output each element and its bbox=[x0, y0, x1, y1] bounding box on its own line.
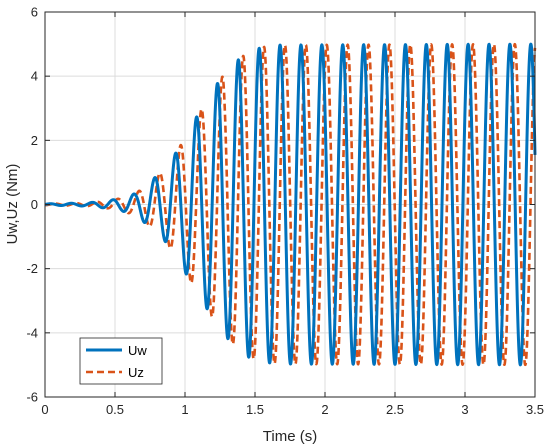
x-tick-label: 2.5 bbox=[386, 402, 404, 417]
y-tick-label: -4 bbox=[26, 325, 38, 340]
legend-label-uz: Uz bbox=[128, 365, 144, 380]
legend-box bbox=[79, 337, 163, 385]
x-axis-label: Time (s) bbox=[263, 428, 317, 445]
axis-ticks: 0 0.5 1 1.5 2 2.5 3 3.5 -6 -4 -2 0 2 4 6 bbox=[26, 5, 544, 418]
legend: Uw Uz bbox=[79, 337, 163, 385]
x-tick-label: 0.5 bbox=[106, 402, 124, 417]
x-tick-label: 2 bbox=[321, 402, 328, 417]
x-tick-label: 1.5 bbox=[246, 402, 264, 417]
y-tick-label: -6 bbox=[26, 390, 38, 405]
y-tick-label: 2 bbox=[31, 133, 38, 148]
y-tick-label: 4 bbox=[31, 69, 38, 84]
x-tick-label: 3 bbox=[461, 402, 468, 417]
y-tick-label: -2 bbox=[26, 261, 38, 276]
x-tick-label: 0 bbox=[41, 402, 48, 417]
legend-label-uw: Uw bbox=[128, 343, 147, 358]
series-line-uw bbox=[43, 42, 537, 367]
x-tick-label: 1 bbox=[181, 402, 188, 417]
y-tick-label: 6 bbox=[31, 5, 38, 20]
x-tick-label: 3.5 bbox=[526, 402, 544, 417]
series-line-uz bbox=[43, 42, 537, 367]
y-axis-label: Uw,Uz (Nm) bbox=[4, 164, 21, 245]
y-tick-label: 0 bbox=[31, 197, 38, 212]
series-layer bbox=[43, 42, 537, 367]
